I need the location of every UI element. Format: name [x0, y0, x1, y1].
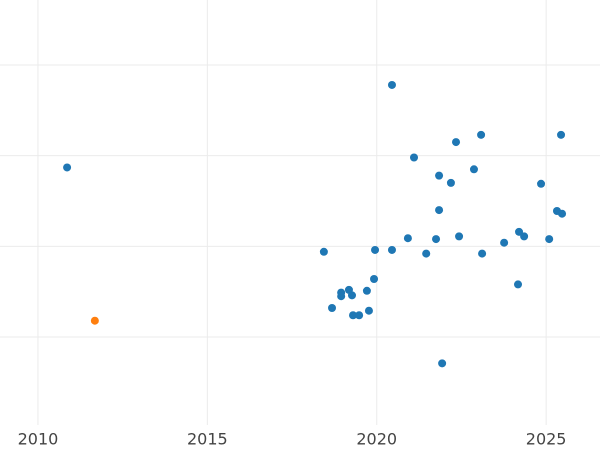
x-tick-label: 2020	[356, 430, 397, 449]
point	[364, 306, 373, 315]
point	[537, 179, 546, 188]
point	[558, 209, 567, 218]
point	[349, 311, 358, 320]
point	[403, 234, 412, 243]
point	[432, 235, 441, 244]
point	[422, 249, 431, 258]
point	[370, 274, 379, 283]
point	[469, 165, 478, 174]
point	[90, 316, 99, 325]
point	[545, 235, 554, 244]
point	[63, 163, 72, 172]
point	[438, 359, 447, 368]
point	[371, 245, 380, 254]
point	[520, 232, 529, 241]
point	[455, 232, 464, 241]
point	[348, 291, 357, 300]
point	[319, 247, 328, 256]
point	[557, 130, 566, 139]
point	[452, 138, 461, 147]
point	[328, 304, 337, 313]
point	[435, 206, 444, 215]
point	[362, 286, 371, 295]
point	[410, 153, 419, 162]
point	[477, 130, 486, 139]
x-tick-label: 2010	[18, 430, 59, 449]
point	[514, 280, 523, 289]
point	[500, 238, 509, 247]
point	[387, 80, 396, 89]
point	[387, 245, 396, 254]
point	[446, 178, 455, 187]
point	[337, 292, 346, 301]
point	[355, 311, 364, 320]
x-tick-label: 2015	[187, 430, 228, 449]
x-tick-label: 2025	[526, 430, 567, 449]
point	[478, 249, 487, 258]
point	[435, 171, 444, 180]
